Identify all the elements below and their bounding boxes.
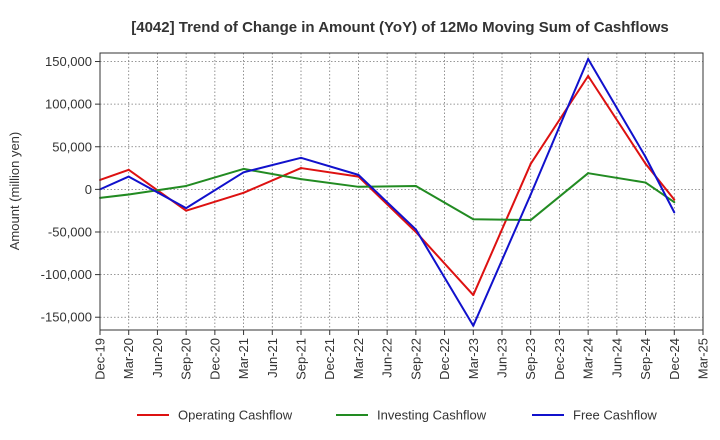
x-tick-label: Jun-20 — [150, 338, 165, 378]
data-point — [300, 156, 302, 159]
data-point — [587, 172, 590, 175]
y-tick-label: -50,000 — [48, 224, 92, 239]
x-tick-label: Sep-23 — [523, 338, 538, 380]
y-tick-label: -150,000 — [41, 310, 92, 325]
data-point — [242, 171, 245, 174]
data-point — [300, 178, 302, 181]
data-point — [644, 162, 647, 165]
data-point — [644, 155, 647, 158]
x-tick-label: Dec-19 — [93, 338, 108, 380]
x-tick-label: Sep-24 — [638, 338, 653, 380]
plot-frame — [99, 52, 704, 331]
data-point — [673, 211, 676, 214]
legend-item-1: Investing Cashflow — [336, 408, 487, 423]
x-tick-label: Mar-25 — [696, 338, 711, 379]
x-tick-label: Sep-20 — [179, 338, 194, 380]
y-tick-label: -100,000 — [41, 267, 92, 282]
data-point — [529, 162, 532, 165]
y-axis-ticks: 150,000 100,000 50,000 0 -50,000 -100,000 -150… — [41, 54, 100, 325]
chart-title: [4042] Trend of Change in Amount (YoY) o… — [131, 19, 669, 36]
data-point — [185, 207, 188, 210]
data-point — [673, 201, 676, 204]
x-tick-label: Jun-23 — [495, 338, 510, 378]
x-tick-label: Mar-22 — [351, 338, 366, 379]
legend-label: Investing Cashflow — [377, 408, 487, 423]
x-tick-label: Jun-22 — [380, 338, 395, 378]
data-point — [472, 324, 475, 327]
legend-item-0: Operating Cashflow — [137, 408, 293, 423]
data-point — [185, 209, 188, 212]
data-point — [242, 191, 245, 194]
x-axis-ticks: Dec-19 Mar-20 Jun-20 Sep-20 Dec-20 Mar-21 Jun-… — [93, 330, 711, 380]
data-point — [472, 218, 475, 221]
x-tick-label: Mar-20 — [121, 338, 136, 379]
y-tick-label: 50,000 — [52, 139, 92, 154]
x-tick-label: Sep-21 — [294, 338, 309, 380]
x-tick-label: Dec-24 — [667, 338, 682, 380]
x-tick-label: Dec-20 — [207, 338, 222, 380]
legend-item-2: Free Cashflow — [532, 408, 657, 423]
data-point — [472, 294, 475, 297]
legend: Operating Cashflow Investing Cashflow Free… — [137, 408, 657, 423]
y-tick-label: 0 — [85, 182, 92, 197]
x-tick-label: Dec-21 — [322, 338, 337, 380]
data-point — [587, 75, 590, 78]
data-point — [357, 185, 360, 188]
y-tick-label: 100,000 — [45, 97, 92, 112]
x-tick-label: Mar-23 — [466, 338, 481, 379]
series-lines — [99, 57, 676, 327]
data-point — [529, 193, 532, 196]
data-point — [127, 168, 130, 171]
data-point — [127, 175, 130, 178]
grid — [99, 53, 704, 330]
x-tick-label: Jun-21 — [265, 338, 280, 378]
legend-label: Free Cashflow — [573, 408, 657, 423]
data-point — [127, 193, 130, 196]
data-point — [414, 228, 417, 231]
data-point — [644, 181, 647, 184]
data-point — [300, 167, 302, 170]
data-point — [414, 184, 417, 187]
series-line-2 — [99, 57, 676, 327]
data-point — [185, 184, 188, 187]
x-tick-label: Dec-23 — [552, 338, 567, 380]
data-point — [673, 198, 676, 201]
data-point — [587, 57, 590, 60]
x-tick-label: Mar-21 — [236, 338, 251, 379]
data-point — [529, 219, 532, 222]
x-tick-label: Mar-24 — [581, 338, 596, 379]
y-tick-label: 150,000 — [45, 54, 92, 69]
x-tick-label: Dec-22 — [437, 338, 452, 380]
series-line-1 — [99, 167, 675, 222]
data-point — [357, 173, 360, 176]
x-tick-label: Sep-22 — [408, 338, 423, 380]
data-point — [242, 167, 245, 170]
x-tick-label: Jun-24 — [609, 338, 624, 378]
legend-label: Operating Cashflow — [178, 408, 293, 423]
y-axis-title: Amount (million yen) — [7, 132, 22, 251]
